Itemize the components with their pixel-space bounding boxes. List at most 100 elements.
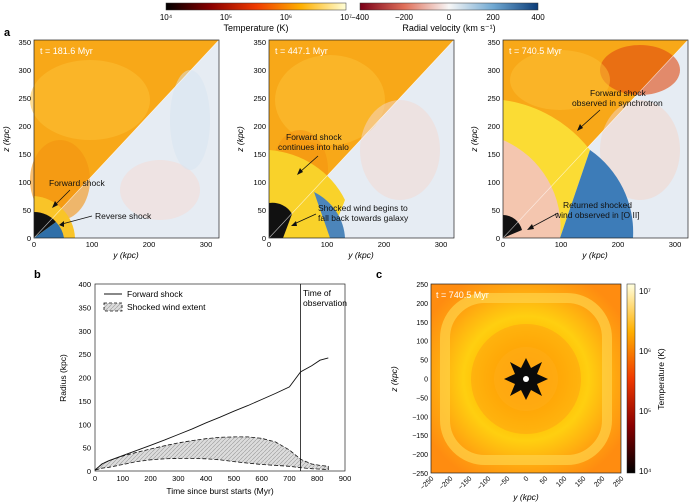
line-1: Shocked wind begins to xyxy=(318,203,408,213)
ytick: 0 xyxy=(262,234,266,243)
xtick: 100 xyxy=(86,240,99,249)
xtick: 200 xyxy=(378,240,391,249)
ytick: 150 xyxy=(253,150,266,159)
vel-tick-1: −200 xyxy=(395,13,414,22)
temp-tick-0: 10⁴ xyxy=(160,13,173,22)
ytick: 300 xyxy=(18,66,31,75)
line-2: observed in synchrotron xyxy=(572,98,663,108)
cbar-tick-2: 10⁵ xyxy=(639,407,651,416)
xtick: 200 xyxy=(144,474,157,483)
xtick: 0 xyxy=(523,475,531,483)
ytick: 0 xyxy=(424,377,428,384)
ytick: 100 xyxy=(487,178,500,187)
legend-shocked-wind: Shocked wind extent xyxy=(127,302,206,312)
subpanel-1-y-ticks: 0 50 100 150 200 250 300 350 xyxy=(18,38,31,243)
line-1: Forward shock xyxy=(590,88,646,98)
xtick: 100 xyxy=(555,475,568,488)
temp-tick-3: 10⁷ xyxy=(340,13,352,22)
ytick: 400 xyxy=(78,280,91,289)
ytick: 100 xyxy=(78,420,91,429)
panel-c-letter: c xyxy=(376,269,382,281)
panel-c-x-ticks: −250 −200 −150 −100 −50 0 50 100 150 200 250 xyxy=(419,475,625,491)
xtick: 400 xyxy=(200,474,213,483)
annotation-shocked-wind-fallback: Shocked wind begins to fall back towards… xyxy=(318,203,410,223)
annotation-forward-shock-halo: Forward shock continues into halo xyxy=(278,132,349,152)
panel-b-letter: b xyxy=(34,269,41,281)
annotation-forward-shock: Forward shock xyxy=(49,178,105,188)
panel-a-subpanel-2: t = 447.1 Myr Forward shock continues in… xyxy=(235,38,455,260)
xtick: −100 xyxy=(476,475,492,491)
panel-b-ylabel: Radius (kpc) xyxy=(58,354,68,402)
ytick: −250 xyxy=(412,471,428,478)
xtick: 0 xyxy=(32,240,36,249)
cbar-tick-1: 10⁶ xyxy=(639,347,651,356)
panel-c-colorbar: 10⁷ 10⁶ 10⁵ 10⁴ Temperature (K) xyxy=(626,283,666,476)
panel-b-chart: Time of observation Forward shock Shocke… xyxy=(58,280,351,496)
ytick: 0 xyxy=(87,467,91,476)
ytick: 250 xyxy=(416,282,428,289)
panel-c-time: t = 740.5 Myr xyxy=(436,290,489,300)
ytick: 150 xyxy=(487,150,500,159)
line-2: wind observed in [O II] xyxy=(554,210,640,220)
ytick: 50 xyxy=(258,206,266,215)
xtick: 300 xyxy=(669,240,682,249)
xtick: 0 xyxy=(93,474,97,483)
subpanel-1-ylabel: z (kpc) xyxy=(1,126,11,153)
annotation-forward-shock-synchrotron: Forward shock observed in synchrotron xyxy=(572,88,663,108)
xtick: 100 xyxy=(555,240,568,249)
annotation-returned-shocked-wind: Returned shocked wind observed in [O II] xyxy=(554,200,640,220)
ytick: 100 xyxy=(18,178,31,187)
xtick: 600 xyxy=(255,474,268,483)
panel-a-letter: a xyxy=(4,27,11,39)
ytick: 200 xyxy=(487,122,500,131)
ytick: 300 xyxy=(78,327,91,336)
subpanel-3-x-ticks: 0 100 200 300 xyxy=(501,240,681,249)
ytick: 200 xyxy=(78,374,91,383)
annotation-reverse-shock: Reverse shock xyxy=(95,211,152,221)
line-1: Returned shocked xyxy=(563,200,632,210)
line-1: Time of xyxy=(303,288,332,298)
ytick: −150 xyxy=(412,433,428,440)
panel-b-frame xyxy=(94,283,346,472)
panel-c-xlabel: y (kpc) xyxy=(512,492,539,502)
subpanel-1-time: t = 181.6 Myr xyxy=(40,46,93,56)
panel-a-subpanel-3: t = 740.5 Myr Forward shock observed in … xyxy=(469,38,689,260)
xtick: 900 xyxy=(339,474,352,483)
shocked-wind-band xyxy=(94,436,329,471)
line-2: continues into halo xyxy=(278,142,349,152)
line-2: observation xyxy=(303,298,347,308)
subpanel-3-xlabel: y (kpc) xyxy=(581,250,608,260)
ytick: 350 xyxy=(78,303,91,312)
panel-b-x-ticks: 0 100 200 300 400 500 600 700 800 900 xyxy=(93,474,351,483)
vel-tick-0: −400 xyxy=(351,13,370,22)
vel-tick-2: 0 xyxy=(447,13,452,22)
xtick: 100 xyxy=(117,474,130,483)
xtick: 0 xyxy=(267,240,271,249)
ytick: 150 xyxy=(78,397,91,406)
xtick: 200 xyxy=(612,240,625,249)
ytick: 350 xyxy=(18,38,31,47)
xtick: 100 xyxy=(321,240,334,249)
ytick: 250 xyxy=(78,350,91,359)
temp-colorbar-label: Temperature (K) xyxy=(223,23,288,33)
line-2: fall back towards galaxy xyxy=(318,213,409,223)
xtick: 150 xyxy=(574,475,587,488)
ytick: 300 xyxy=(487,66,500,75)
ytick: 100 xyxy=(253,178,266,187)
ytick: 0 xyxy=(27,234,31,243)
xtick: 300 xyxy=(172,474,185,483)
panel-b-xlabel: Time since burst starts (Myr) xyxy=(166,486,274,496)
ytick: 350 xyxy=(253,38,266,47)
xtick: 200 xyxy=(593,475,606,488)
ytick: 100 xyxy=(416,339,428,346)
xtick: 500 xyxy=(228,474,241,483)
cbar-label: Temperature (K) xyxy=(656,348,666,410)
ytick: −100 xyxy=(412,414,428,421)
ytick: −50 xyxy=(416,395,428,402)
ytick: 50 xyxy=(23,206,31,215)
xtick: 300 xyxy=(200,240,213,249)
subpanel-2-x-ticks: 0 100 200 300 xyxy=(267,240,447,249)
line-1: Forward shock xyxy=(286,132,342,142)
ytick: 50 xyxy=(492,206,500,215)
